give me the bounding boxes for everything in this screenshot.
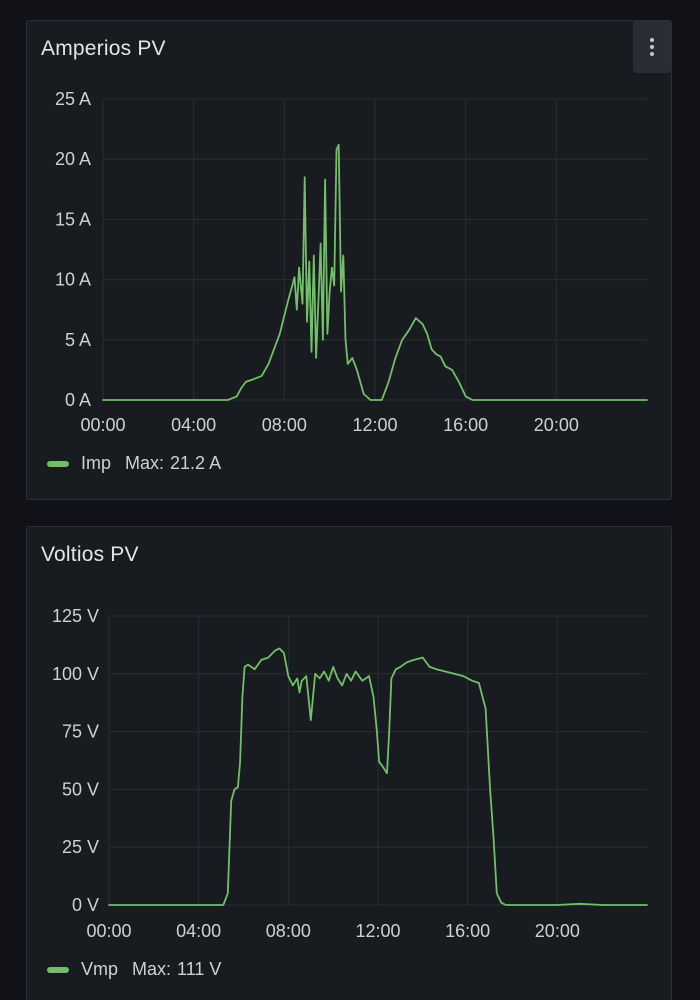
- x-tick-label: 08:00: [262, 415, 307, 435]
- legend-max-label: Max:: [132, 959, 172, 979]
- y-tick-label: 15 A: [55, 209, 91, 229]
- x-tick-label: 04:00: [176, 921, 221, 941]
- legend-item-vmp[interactable]: Vmp Max: 111 V: [47, 959, 221, 980]
- voltios-chart: 0 V 25 V 50 V 75 V 100 V 125 V 00:00 04:00 08:00…: [52, 606, 648, 941]
- x-tick-label: 16:00: [445, 921, 490, 941]
- amperios-chart: 0 A 5 A 10 A 15 A 20 A 25 A 00:00 04:00 08:00 12:…: [55, 89, 648, 435]
- y-tick-label: 0 A: [65, 390, 91, 410]
- y-tick-label: 50 V: [62, 779, 99, 799]
- panel-menu-button[interactable]: [633, 21, 671, 73]
- y-tick-label: 20 A: [55, 149, 91, 169]
- x-tick-label: 16:00: [443, 415, 488, 435]
- series-line-imp[interactable]: [102, 143, 648, 401]
- x-tick-label: 00:00: [80, 415, 125, 435]
- panel-title: Voltios PV: [41, 543, 139, 566]
- legend-swatch: [47, 460, 69, 467]
- y-tick-label: 25 A: [55, 89, 91, 109]
- legend-series-name: Vmp: [81, 959, 119, 979]
- legend-series-name: Imp: [81, 453, 112, 473]
- legend-item-imp[interactable]: Imp Max: 21.2 A: [47, 453, 221, 474]
- legend-max-value: 111 V: [177, 959, 222, 979]
- y-tick-label: 100 V: [52, 664, 99, 684]
- x-tick-label: 20:00: [534, 415, 579, 435]
- vertical-dots-icon: [650, 38, 654, 56]
- legend-max-value: 21.2 A: [170, 453, 222, 473]
- x-tick-label: 12:00: [355, 921, 400, 941]
- legend-max-label: Max:: [125, 453, 165, 473]
- x-tick-label: 20:00: [535, 921, 580, 941]
- y-tick-label: 25 V: [62, 837, 99, 857]
- panel-title: Amperios PV: [41, 37, 166, 60]
- y-tick-label: 75 V: [62, 722, 99, 742]
- x-tick-label: 08:00: [266, 921, 311, 941]
- y-tick-label: 125 V: [52, 606, 99, 626]
- series-line-vmp[interactable]: [108, 647, 648, 906]
- x-tick-label: 12:00: [352, 415, 397, 435]
- voltios-panel: Voltios PV 0 V 25 V 50 V 75 V 100 V 125 V 00:0…: [26, 526, 672, 1000]
- y-tick-label: 5 A: [65, 330, 91, 350]
- x-tick-label: 00:00: [86, 921, 131, 941]
- y-tick-label: 0 V: [72, 895, 99, 915]
- legend-swatch: [47, 966, 69, 973]
- x-tick-label: 04:00: [171, 415, 216, 435]
- y-tick-label: 10 A: [55, 270, 91, 290]
